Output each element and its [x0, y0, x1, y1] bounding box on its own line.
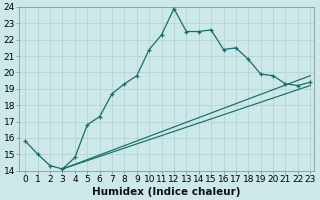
X-axis label: Humidex (Indice chaleur): Humidex (Indice chaleur)	[92, 187, 241, 197]
